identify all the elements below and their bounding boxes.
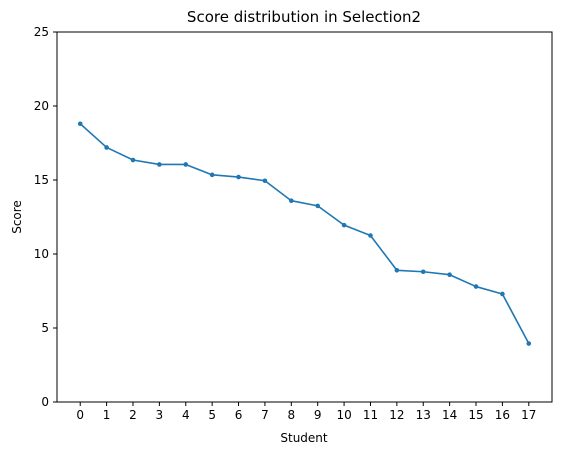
data-point (500, 291, 505, 297)
y-axis-ticks: 0 5 10 15 20 25 (34, 25, 57, 409)
x-tick-label: 17 (521, 408, 536, 422)
x-tick-label: 2 (129, 408, 137, 422)
data-point (209, 172, 215, 178)
x-tick-label: 12 (389, 408, 404, 422)
x-tick-label: 0 (76, 408, 84, 422)
y-tick-label: 5 (41, 321, 49, 335)
data-point (368, 233, 373, 238)
x-tick-label: 13 (416, 408, 431, 422)
x-tick-label: 4 (182, 408, 190, 422)
data-point (420, 269, 426, 275)
x-tick-label: 16 (495, 408, 510, 422)
data-point (473, 284, 479, 289)
data-point (315, 203, 320, 209)
data-point (104, 145, 109, 150)
data-point (236, 174, 241, 180)
x-tick-label: 1 (103, 408, 111, 422)
x-tick-label: 10 (336, 408, 351, 422)
y-axis-label: Score (10, 200, 24, 234)
chart-title: Score distribution in Selection2 (187, 8, 421, 26)
data-point (130, 157, 136, 163)
y-tick-label: 10 (34, 247, 49, 261)
data-point (77, 121, 83, 127)
plot-frame (56, 31, 553, 403)
data-point (341, 222, 347, 228)
x-tick-label: 6 (235, 408, 243, 422)
y-tick-label: 20 (34, 99, 49, 113)
x-tick-label: 3 (156, 408, 164, 422)
data-point (262, 178, 268, 184)
x-tick-label: 14 (442, 408, 457, 422)
x-axis-label: Student (280, 431, 328, 445)
data-point (394, 267, 400, 273)
data-point (447, 272, 452, 278)
x-tick-label: 15 (468, 408, 483, 422)
data-point (157, 162, 162, 167)
x-tick-label: 7 (261, 408, 269, 422)
x-axis-ticks: 0 1 2 3 4 5 6 7 8 9 10 11 12 13 14 15 16 17 (76, 402, 536, 422)
y-tick-label: 15 (34, 173, 49, 187)
data-point (526, 341, 532, 346)
data-point (289, 198, 294, 204)
x-tick-label: 11 (363, 408, 378, 422)
series-line (79, 123, 530, 344)
y-tick-label: 0 (41, 395, 49, 409)
y-tick-label: 25 (34, 25, 49, 39)
x-tick-label: 9 (314, 408, 322, 422)
x-tick-label: 5 (208, 408, 216, 422)
series-layer (77, 121, 532, 346)
x-tick-label: 8 (287, 408, 295, 422)
data-point (183, 162, 189, 167)
